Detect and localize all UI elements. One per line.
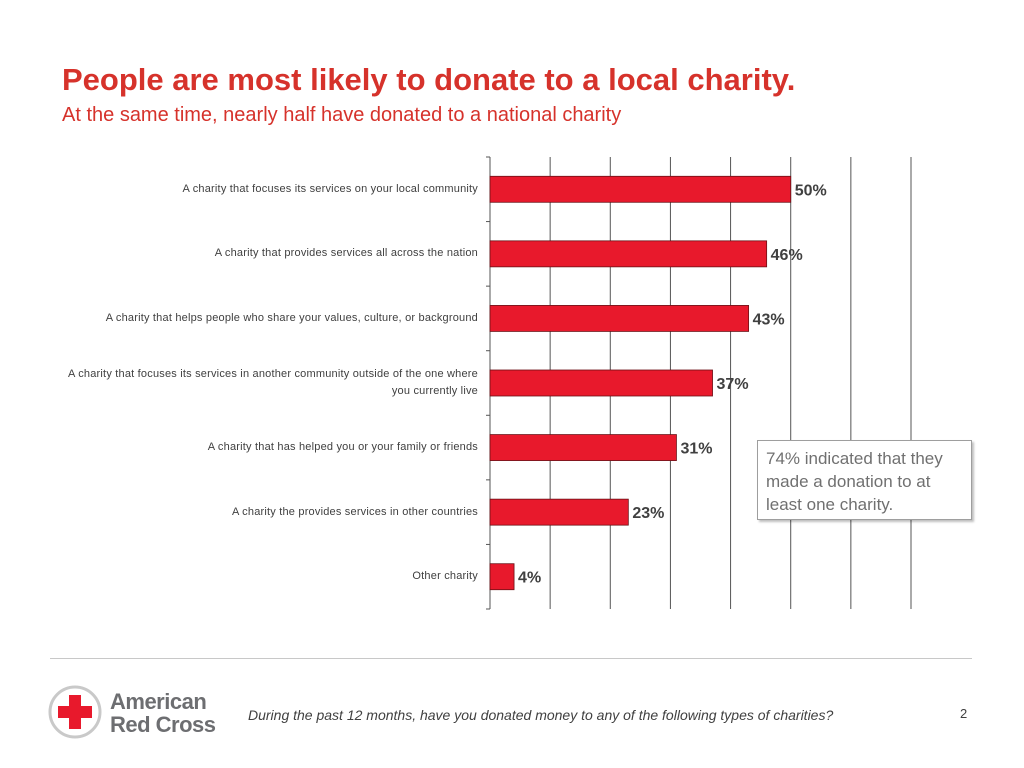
footer-divider (50, 658, 972, 659)
red-cross-icon (48, 685, 102, 739)
bar (489, 498, 629, 526)
data-label: 37% (717, 376, 749, 393)
callout-box: 74% indicated that they made a donation … (757, 440, 972, 520)
category-label: A charity that focuses its services on y… (182, 182, 478, 195)
slide-subtitle: At the same time, nearly half have donat… (62, 104, 622, 126)
category-label: A charity that helps people who share yo… (105, 311, 478, 324)
category-label: Other charity (412, 570, 478, 583)
category-label: A charity that has helped you or your fa… (207, 441, 478, 454)
bar (489, 563, 515, 591)
page-number: 2 (960, 706, 968, 721)
data-label: 31% (680, 441, 712, 458)
bar (489, 434, 677, 461)
bar (489, 175, 792, 203)
bar-chart: 50% 46% 43% 37% 31% 23% 4% (486, 156, 912, 610)
category-label: A charity that provides services all acr… (214, 247, 478, 260)
data-label: 43% (753, 311, 785, 328)
logo-line-1: American (110, 689, 207, 714)
category-label: A charity that focuses its services in a… (68, 368, 478, 397)
data-label: 50% (795, 182, 827, 199)
slide-title: People are most likely to donate to a lo… (62, 62, 796, 97)
logo-wordmark: American Red Cross (110, 690, 216, 736)
data-label: 4% (518, 570, 541, 587)
data-label: 46% (771, 247, 803, 264)
survey-question-footnote: During the past 12 months, have you dona… (248, 707, 834, 723)
bar (489, 305, 750, 332)
logo-line-2: Red Cross (110, 712, 216, 737)
bar (489, 369, 713, 397)
data-label: 23% (632, 505, 664, 522)
bar (489, 240, 768, 268)
category-label: A charity the provides services in other… (231, 505, 478, 518)
